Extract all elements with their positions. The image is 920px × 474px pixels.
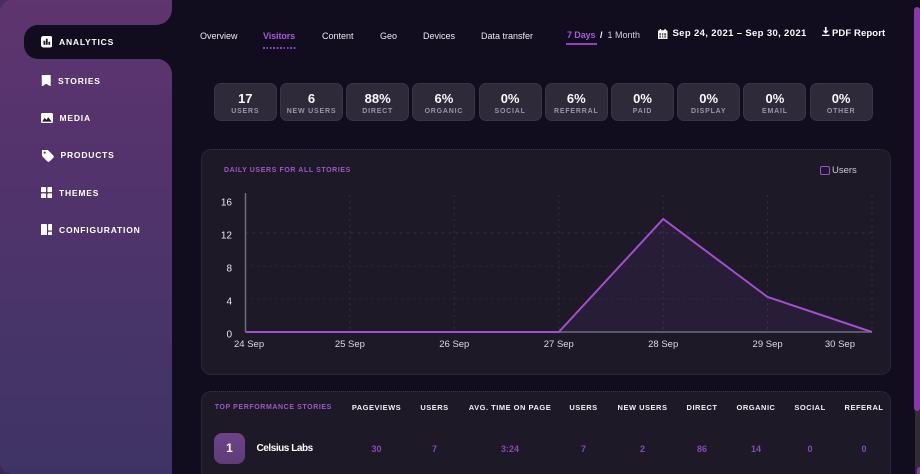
svg-text:30 Sep: 30 Sep <box>825 339 855 350</box>
svg-text:4: 4 <box>226 297 232 308</box>
svg-text:16: 16 <box>221 198 233 209</box>
svg-text:26 Sep: 26 Sep <box>439 339 469 350</box>
svg-text:8: 8 <box>226 264 232 275</box>
svg-text:28 Sep: 28 Sep <box>648 339 678 350</box>
svg-text:27 Sep: 27 Sep <box>544 339 574 350</box>
svg-text:12: 12 <box>221 231 233 242</box>
svg-text:29 Sep: 29 Sep <box>753 339 783 350</box>
svg-text:0: 0 <box>226 330 232 341</box>
svg-text:24 Sep: 24 Sep <box>234 339 264 350</box>
svg-text:25 Sep: 25 Sep <box>335 339 365 350</box>
